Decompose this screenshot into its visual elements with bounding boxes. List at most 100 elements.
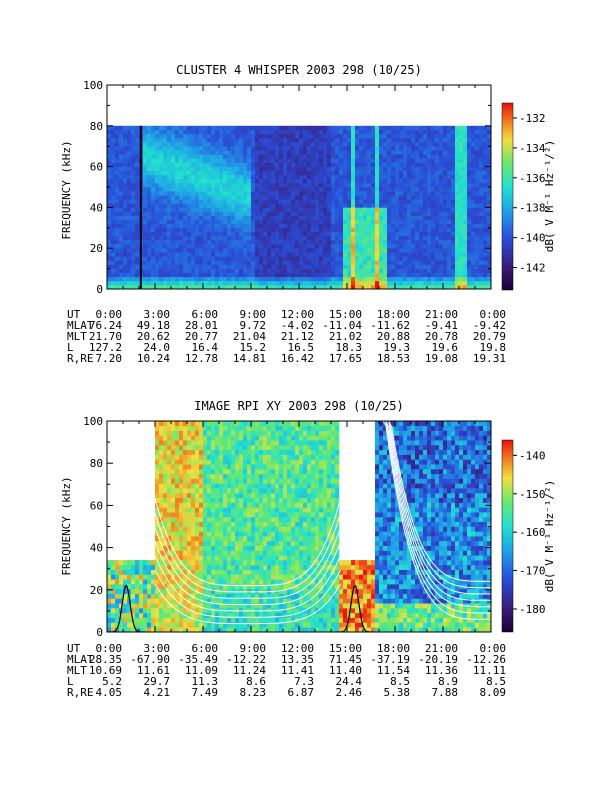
- spectrogram-cell: [143, 231, 148, 237]
- spectrogram-cell: [347, 276, 352, 282]
- spectrogram-cell: [283, 142, 288, 147]
- spectrogram-cell: [331, 252, 336, 257]
- spectrogram-cell: [471, 166, 476, 171]
- spectrogram-cell: [319, 235, 324, 241]
- spectrogram-cell: [291, 129, 296, 135]
- spectrogram-cell: [191, 231, 196, 237]
- spectrogram-cell: [111, 215, 116, 220]
- spectrogram-cell: [179, 464, 184, 470]
- spectrogram-cell: [343, 187, 348, 192]
- spectrogram-cell: [435, 142, 440, 147]
- spectrogram-cell: [371, 133, 376, 139]
- spectrogram-cell: [167, 516, 172, 523]
- spectrogram-cell: [487, 162, 491, 167]
- spectrogram-cell: [391, 146, 396, 151]
- spectrogram-cell: [211, 252, 216, 257]
- spectrogram-cell: [435, 284, 440, 289]
- spectrogram-cell: [311, 195, 316, 200]
- spectrogram-cell: [279, 252, 284, 257]
- spectrogram-cell: [115, 272, 120, 278]
- spectrogram-cell: [263, 252, 268, 257]
- spectrogram-cell: [195, 199, 200, 204]
- spectrogram-cell: [159, 280, 164, 286]
- spectrogram-cell: [371, 166, 376, 171]
- ephemeris-value: -4.02: [281, 319, 314, 332]
- spectrogram-cell: [147, 211, 152, 216]
- spectrogram-cell: [147, 268, 152, 273]
- spectrogram-cell: [119, 178, 124, 184]
- spectrogram-cell: [247, 174, 252, 180]
- spectrogram-cell: [171, 174, 176, 180]
- spectrogram-cell: [243, 219, 248, 225]
- spectrogram-cell: [319, 150, 324, 155]
- spectrogram-cell: [475, 142, 480, 147]
- spectrogram-cell: [239, 129, 244, 135]
- spectrogram-cell: [355, 272, 360, 278]
- spectrogram-cell: [211, 244, 216, 249]
- spectrogram-cell: [155, 598, 160, 604]
- spectrogram-cell: [223, 166, 228, 171]
- spectrogram-cell: [115, 264, 120, 269]
- spectrogram-cell: [147, 150, 152, 155]
- spectrogram-cell: [147, 622, 152, 628]
- spectrogram-cell: [383, 195, 388, 200]
- spectrogram-cell: [371, 215, 376, 220]
- spectrogram-cell: [175, 227, 180, 233]
- spectrogram-cell: [483, 170, 488, 176]
- spectrogram-cell: [215, 260, 220, 265]
- spectrogram-cell: [111, 207, 116, 212]
- spectrogram-cell: [151, 598, 156, 604]
- spectrogram-cell: [127, 150, 132, 155]
- spectrogram-cell: [175, 138, 180, 143]
- spectrogram-cell: [143, 603, 148, 609]
- spectrogram-cell: [263, 158, 268, 163]
- spectrogram-cell: [219, 617, 224, 623]
- spectrogram-cell: [467, 158, 472, 163]
- spectrogram-cell: [283, 231, 288, 237]
- spectrogram-cell: [431, 244, 436, 249]
- spectrogram-cell: [167, 276, 172, 282]
- spectrogram-cell: [227, 284, 232, 289]
- spectrogram-cell: [151, 158, 156, 163]
- spectrogram-cell: [227, 244, 232, 249]
- spectrogram-cell: [371, 227, 376, 233]
- spectrogram-cell: [239, 211, 244, 216]
- spectrogram-cell: [203, 223, 208, 229]
- spectrogram-cell: [111, 622, 116, 628]
- spectrogram-cell: [259, 150, 264, 155]
- spectrogram-cell: [215, 150, 220, 155]
- spectrogram-cell: [315, 195, 320, 200]
- spectrogram-cell: [283, 240, 288, 245]
- spectrogram-cell: [239, 227, 244, 233]
- spectrogram-cell: [383, 199, 388, 204]
- spectrogram-cell: [227, 617, 232, 623]
- spectrogram-cell: [307, 219, 312, 225]
- spectrogram-cell: [411, 272, 416, 278]
- spectrogram-cell: [223, 260, 228, 265]
- spectrogram-cell: [475, 191, 480, 196]
- spectrogram-cell: [147, 593, 152, 599]
- spectrogram-cell: [463, 219, 468, 225]
- spectrogram-cell: [207, 248, 212, 253]
- spectrogram-cell: [203, 483, 208, 489]
- spectrogram-cell: [327, 211, 332, 216]
- spectrogram-cell: [459, 170, 464, 176]
- ephemeris-row-label: R,RE: [67, 352, 94, 365]
- spectrogram-cell: [339, 187, 344, 192]
- spectrogram-cell: [331, 199, 336, 204]
- spectrogram-cell: [131, 158, 136, 163]
- spectrogram-cell: [271, 256, 276, 261]
- spectrogram-cell: [243, 154, 248, 159]
- spectrogram-cell: [135, 142, 140, 147]
- spectrogram-cell: [179, 195, 184, 200]
- spectrogram-cell: [455, 158, 460, 163]
- spectrogram-cell: [291, 260, 296, 265]
- spectrogram-cell: [459, 187, 464, 192]
- spectrogram-cell: [111, 280, 116, 286]
- spectrogram-cell: [183, 219, 188, 225]
- spectrogram-cell: [379, 195, 384, 200]
- spectrogram-cell: [399, 219, 404, 225]
- spectrogram-cell: [375, 252, 380, 257]
- spectrogram-cell: [399, 203, 404, 208]
- spectrogram-cell: [203, 211, 208, 216]
